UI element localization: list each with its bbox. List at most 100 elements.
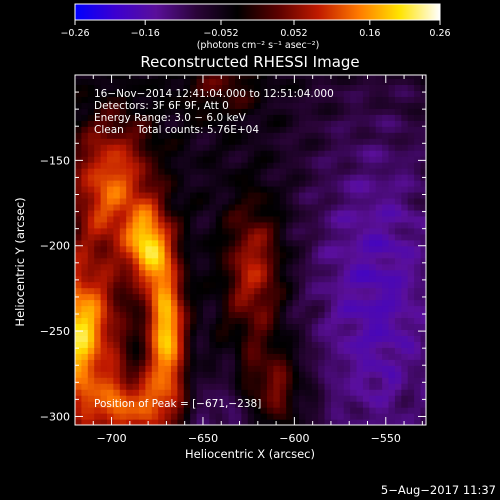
colorbar-tick-label: −0.16 [131,28,160,39]
heatmap-cell [305,126,313,133]
heatmap-cell [170,239,178,247]
heatmap-cell [279,419,287,425]
heatmap-cell [145,203,153,211]
heatmap-cell [414,108,422,115]
heatmap-cell [170,341,178,348]
heatmap-cell [318,75,326,80]
heatmap-cell [247,102,255,109]
heatmap-cell [343,144,351,151]
heatmap-cell [407,96,415,103]
heatmap-cell [375,120,383,127]
heatmap-cell [337,281,345,289]
heatmap-cell [330,197,338,205]
heatmap-cell [75,227,82,235]
heatmap-cell [407,281,415,289]
heatmap-cell [145,180,153,187]
heatmap-cell [356,413,364,420]
heatmap-cell [164,359,172,366]
heatmap-cell [266,395,274,402]
heatmap-cell [87,401,95,408]
heatmap-cell [286,395,294,402]
heatmap-cell [215,156,223,163]
heatmap-cell [273,78,281,85]
heatmap-cell [119,180,127,187]
heatmap-cell [350,75,358,80]
heatmap-cell [196,245,204,253]
heatmap-cell [401,263,409,271]
heatmap-cell [292,293,300,301]
heatmap-cell [138,78,146,85]
heatmap-cell [106,251,114,259]
heatmap-cell [87,245,95,253]
heatmap-cell [234,108,242,115]
heatmap-cell [228,311,236,319]
heatmap-cell [254,185,262,193]
heatmap-cell [215,221,223,229]
heatmap-cell [292,180,300,187]
heatmap-cell [145,317,153,325]
heatmap-cell [420,263,426,271]
heatmap-cell [330,317,338,325]
heatmap-cell [209,389,217,396]
heatmap-cell [362,209,370,217]
heatmap-cell [196,239,204,247]
heatmap-cell [215,299,223,307]
heatmap-cell [126,341,134,348]
heatmap-cell [87,263,95,271]
heatmap-cell [394,245,402,253]
heatmap-cell [388,96,396,103]
heatmap-cell [420,108,426,115]
heatmap-cell [382,365,390,372]
heatmap-cell [215,275,223,283]
heatmap-cell [209,78,217,85]
heatmap-cell [151,293,159,301]
heatmap-cell [375,335,383,342]
heatmap-cell [202,102,210,109]
heatmap-cell [260,126,268,133]
heatmap-cell [75,401,82,408]
heatmap-cell [362,221,370,229]
heatmap-cell [311,413,319,420]
heatmap-cell [177,395,185,402]
heatmap-cell [414,75,422,80]
heatmap-cell [407,377,415,384]
heatmap-cell [330,401,338,408]
heatmap-cell [311,251,319,259]
heatmap-cell [266,126,274,133]
heatmap-cell [81,245,89,253]
heatmap-cell [196,96,204,103]
heatmap-cell [260,317,268,325]
heatmap-cell [113,90,121,97]
heatmap-cell [369,209,377,217]
heatmap-cell [75,311,82,319]
heatmap-cell [273,84,281,91]
heatmap-cell [215,227,223,235]
heatmap-cell [394,227,402,235]
heatmap-cell [209,144,217,151]
heatmap-cell [407,365,415,372]
heatmap-cell [241,407,249,414]
heatmap-cell [222,335,230,342]
heatmap-cell [81,239,89,247]
heatmap-cell [183,227,191,235]
heatmap-cell [260,371,268,378]
heatmap-cell [375,353,383,360]
heatmap-cell [222,341,230,348]
heatmap-cell [126,185,134,193]
heatmap-cell [196,227,204,235]
heatmap-cell [318,257,326,265]
heatmap-cell [382,317,390,325]
heatmap-cell [311,281,319,289]
heatmap-cell [305,371,313,378]
heatmap-cell [228,413,236,420]
heatmap-cell [279,102,287,109]
heatmap-cell [350,305,358,313]
heatmap-cell [158,96,166,103]
heatmap-cell [234,126,242,133]
heatmap-cell [324,317,332,325]
x-tick-label: −700 [96,432,126,445]
heatmap-cell [177,126,185,133]
heatmap-cell [106,407,114,414]
heatmap-cell [132,108,140,115]
heatmap-cell [254,209,262,217]
